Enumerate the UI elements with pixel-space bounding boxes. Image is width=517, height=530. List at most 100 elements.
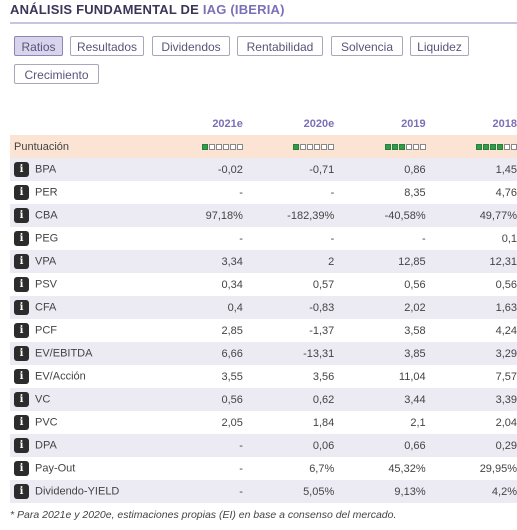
- score-cell: [151, 135, 243, 158]
- table-row: i PVC 2,05 1,84 2,1 2,04: [10, 411, 517, 434]
- score-dot: [300, 143, 307, 150]
- value-cell: 45,32%: [388, 462, 426, 475]
- value-cell: 2,05: [221, 416, 243, 429]
- table-row: i CBA 97,18% -182,39% -40,58% 49,77%: [10, 204, 517, 227]
- value-cell: 29,95%: [479, 462, 517, 475]
- info-icon[interactable]: i: [14, 162, 29, 177]
- score-dot: [511, 143, 517, 150]
- row-label-cell: i CFA: [10, 296, 152, 319]
- value-cell: 1,84: [312, 416, 335, 429]
- score-label: Puntuación: [10, 135, 152, 158]
- info-icon[interactable]: i: [14, 415, 29, 430]
- score-dot: [391, 143, 398, 150]
- score-dot: [412, 143, 419, 150]
- row-label-cell: i DPA: [10, 434, 152, 457]
- info-icon[interactable]: i: [14, 254, 29, 269]
- info-icon[interactable]: i: [14, 277, 29, 292]
- score-dot: [328, 143, 335, 150]
- score-dot: [398, 143, 405, 150]
- value-cell: 2,04: [495, 416, 517, 429]
- table-row: i VPA 3,34 2 12,85 12,31: [10, 250, 517, 273]
- score-dot: [476, 143, 482, 150]
- row-label: PCF: [35, 324, 57, 337]
- value-cell: -: [330, 186, 335, 199]
- value-cell: 0,29: [425, 434, 517, 457]
- score-dots: [201, 141, 243, 153]
- tab-rentabilidad[interactable]: Rentabilidad: [237, 36, 323, 56]
- tab-solvencia[interactable]: Solvencia: [331, 36, 403, 56]
- tab-liquidez[interactable]: Liquidez: [410, 36, 469, 56]
- score-dot: [384, 143, 391, 150]
- value-cell: 7,57: [495, 370, 517, 383]
- value-cell: 4,76: [495, 186, 517, 199]
- footnote: * Para 2021e y 2020e, estimaciones propi…: [10, 509, 397, 521]
- row-label: PEG: [35, 232, 59, 245]
- score-dot: [201, 143, 208, 150]
- tab-dividendos[interactable]: Dividendos: [152, 36, 230, 56]
- info-icon[interactable]: i: [14, 484, 29, 499]
- table-row: i PCF 2,85 -1,37 3,58 4,24: [10, 319, 517, 342]
- value-cell: 12,85: [334, 250, 426, 273]
- year-header: 2021e: [212, 117, 243, 130]
- table-row: i EV/EBITDA 6,66 -13,31 3,85 3,29: [10, 342, 517, 365]
- info-icon[interactable]: i: [14, 300, 29, 315]
- row-label: EV/EBITDA: [35, 347, 93, 360]
- value-cell: 0,62: [242, 388, 335, 411]
- value-cell: -40,58%: [334, 204, 426, 227]
- value-cell: 0,34: [221, 278, 243, 291]
- row-label: Pay-Out: [35, 462, 76, 475]
- info-icon[interactable]: i: [14, 208, 29, 223]
- value-cell: -: [239, 186, 243, 199]
- row-label: PVC: [35, 416, 58, 429]
- score-dot: [215, 143, 222, 150]
- score-dot: [229, 143, 236, 150]
- value-cell: 6,7%: [309, 462, 335, 475]
- info-icon[interactable]: i: [14, 323, 29, 338]
- info-icon[interactable]: i: [14, 185, 29, 200]
- info-icon[interactable]: i: [14, 438, 29, 453]
- value-cell: 2,85: [221, 324, 243, 337]
- table-row: i EV/Acción 3,55 3,56 11,04 7,57: [10, 365, 517, 388]
- tab-crecimiento[interactable]: Crecimiento: [14, 64, 99, 84]
- value-cell: 3,34: [151, 250, 243, 273]
- info-icon[interactable]: i: [14, 346, 29, 361]
- row-label-cell: i EV/EBITDA: [10, 342, 152, 365]
- value-cell: -: [151, 480, 243, 503]
- info-icon[interactable]: i: [14, 461, 29, 476]
- value-cell: 0,56: [495, 278, 517, 291]
- value-cell: 0,56: [404, 278, 426, 291]
- value-cell: -0,02: [151, 158, 243, 181]
- value-cell: 3,85: [334, 342, 426, 365]
- value-cell: 3,56: [312, 370, 335, 383]
- score-dot: [314, 143, 321, 150]
- row-label: PSV: [35, 278, 58, 291]
- value-cell: 3,29: [425, 342, 517, 365]
- table-row: i VC 0,56 0,62 3,44 3,39: [10, 388, 517, 411]
- year-header: 2020e: [303, 117, 335, 130]
- info-icon[interactable]: i: [14, 392, 29, 407]
- row-label-cell: i PVC: [10, 411, 152, 434]
- tab-ratios[interactable]: Ratios: [14, 36, 63, 56]
- row-label-cell: i EV/Acción: [10, 365, 152, 388]
- value-cell: -0,71: [242, 158, 335, 181]
- info-icon[interactable]: i: [14, 231, 29, 246]
- value-cell: -: [239, 462, 243, 475]
- score-dot: [419, 143, 426, 150]
- row-label-cell: i Dividendo-YIELD: [10, 480, 152, 503]
- page-title: ANÁLISIS FUNDAMENTAL DE IAG (IBERIA): [10, 0, 517, 20]
- tab-resultados[interactable]: Resultados: [70, 36, 144, 56]
- value-cell: -0,83: [242, 296, 335, 319]
- info-icon[interactable]: i: [14, 369, 29, 384]
- row-label-cell: i PSV: [10, 273, 152, 296]
- row-label-cell: i CBA: [10, 204, 152, 227]
- score-dot: [490, 143, 496, 150]
- row-label-cell: i VC: [10, 388, 152, 411]
- score-dot: [405, 143, 412, 150]
- row-label-cell: i PEG: [10, 227, 152, 250]
- row-label-cell: i PCF: [10, 319, 152, 342]
- row-label-cell: i VPA: [10, 250, 152, 273]
- score-dots: [292, 141, 335, 153]
- score-dot: [236, 143, 243, 150]
- score-dots: [475, 141, 517, 153]
- value-cell: 8,35: [404, 186, 426, 199]
